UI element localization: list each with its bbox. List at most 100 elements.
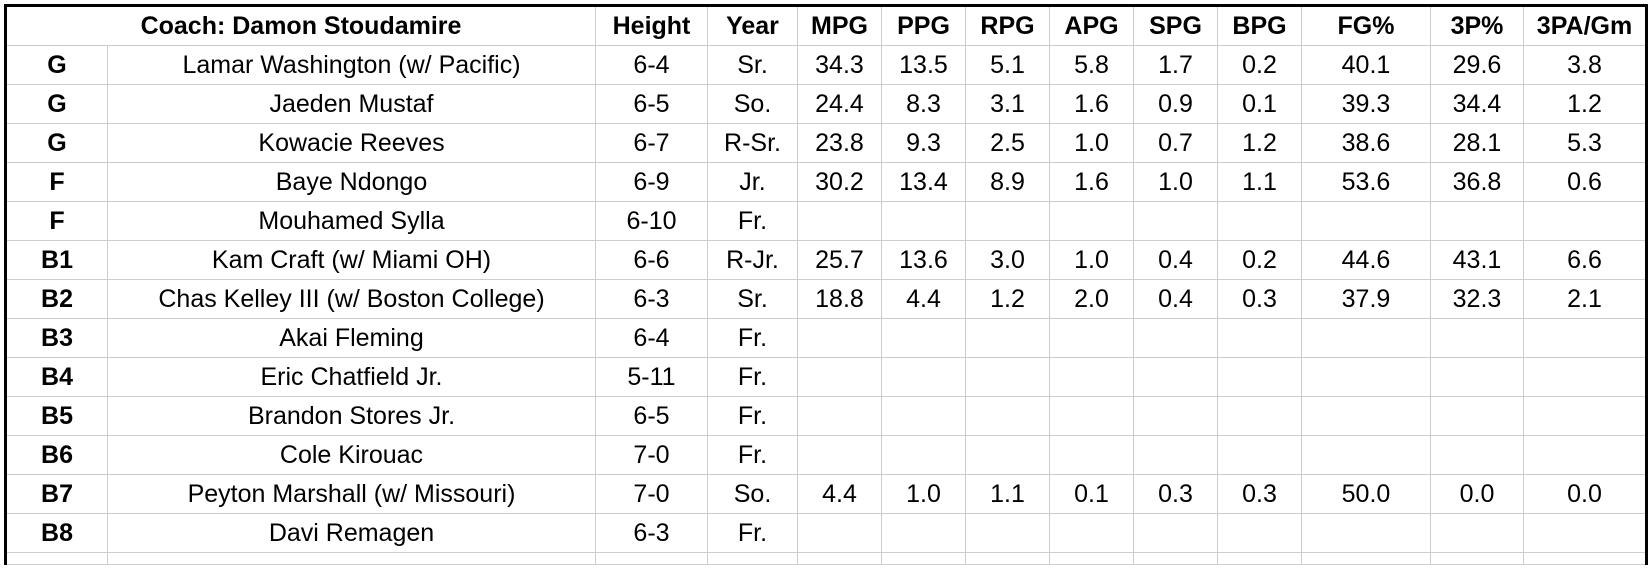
year-cell[interactable]: Sr. (707, 45, 798, 85)
year-cell[interactable]: Fr. (707, 318, 798, 358)
empty-cell[interactable] (1217, 552, 1302, 565)
player-name-cell[interactable]: Kam Craft (w/ Miami OH) (107, 240, 596, 280)
stat-cell-apg[interactable] (1049, 435, 1134, 475)
stat-cell-3p-[interactable] (1430, 513, 1524, 553)
stat-cell-3pa-gm[interactable]: 0.6 (1523, 162, 1647, 202)
stat-cell-bpg[interactable]: 0.2 (1217, 240, 1302, 280)
position-cell[interactable]: B1 (5, 240, 108, 280)
stat-cell-spg[interactable]: 1.7 (1133, 45, 1218, 85)
stat-cell-mpg[interactable] (797, 318, 882, 358)
stat-cell-3pa-gm[interactable] (1523, 435, 1647, 475)
empty-cell[interactable] (881, 552, 966, 565)
empty-cell[interactable] (797, 552, 882, 565)
player-name-cell[interactable]: Cole Kirouac (107, 435, 596, 475)
stat-cell-rpg[interactable]: 2.5 (965, 123, 1050, 163)
stat-cell-fg-[interactable] (1301, 435, 1431, 475)
stat-cell-ppg[interactable]: 4.4 (881, 279, 966, 319)
stat-cell-3pa-gm[interactable]: 6.6 (1523, 240, 1647, 280)
stat-cell-3p-[interactable]: 36.8 (1430, 162, 1524, 202)
column-header-3p-[interactable]: 3P% (1430, 5, 1524, 46)
stat-cell-bpg[interactable]: 1.2 (1217, 123, 1302, 163)
empty-cell[interactable] (1523, 552, 1647, 565)
stat-cell-spg[interactable] (1133, 396, 1218, 436)
stat-cell-spg[interactable] (1133, 201, 1218, 241)
stat-cell-apg[interactable] (1049, 396, 1134, 436)
stat-cell-3p-[interactable] (1430, 201, 1524, 241)
height-cell[interactable]: 6-4 (595, 45, 708, 85)
stat-cell-mpg[interactable] (797, 513, 882, 553)
stat-cell-3p-[interactable]: 29.6 (1430, 45, 1524, 85)
stat-cell-mpg[interactable] (797, 201, 882, 241)
year-cell[interactable]: So. (707, 84, 798, 124)
stat-cell-bpg[interactable] (1217, 201, 1302, 241)
player-name-cell[interactable]: Chas Kelley III (w/ Boston College) (107, 279, 596, 319)
stat-cell-bpg[interactable]: 0.1 (1217, 84, 1302, 124)
stat-cell-3pa-gm[interactable]: 5.3 (1523, 123, 1647, 163)
stat-cell-apg[interactable] (1049, 318, 1134, 358)
height-cell[interactable]: 6-5 (595, 84, 708, 124)
height-cell[interactable]: 6-10 (595, 201, 708, 241)
stat-cell-mpg[interactable]: 30.2 (797, 162, 882, 202)
height-cell[interactable]: 6-7 (595, 123, 708, 163)
stat-cell-fg-[interactable] (1301, 396, 1431, 436)
empty-cell[interactable] (707, 552, 798, 565)
stat-cell-mpg[interactable]: 23.8 (797, 123, 882, 163)
stat-cell-bpg[interactable] (1217, 435, 1302, 475)
stat-cell-3p-[interactable]: 32.3 (1430, 279, 1524, 319)
position-cell[interactable]: B6 (5, 435, 108, 475)
stat-cell-rpg[interactable] (965, 318, 1050, 358)
stat-cell-ppg[interactable]: 1.0 (881, 474, 966, 514)
stat-cell-3pa-gm[interactable]: 3.8 (1523, 45, 1647, 85)
height-cell[interactable]: 6-4 (595, 318, 708, 358)
stat-cell-3pa-gm[interactable] (1523, 513, 1647, 553)
stat-cell-fg-[interactable]: 53.6 (1301, 162, 1431, 202)
stat-cell-bpg[interactable] (1217, 396, 1302, 436)
stat-cell-3p-[interactable]: 43.1 (1430, 240, 1524, 280)
player-name-cell[interactable]: Jaeden Mustaf (107, 84, 596, 124)
stat-cell-3p-[interactable]: 34.4 (1430, 84, 1524, 124)
year-cell[interactable]: So. (707, 474, 798, 514)
stat-cell-ppg[interactable] (881, 396, 966, 436)
stat-cell-3p-[interactable]: 28.1 (1430, 123, 1524, 163)
column-header-rpg[interactable]: RPG (965, 5, 1050, 46)
stat-cell-fg-[interactable] (1301, 201, 1431, 241)
empty-cell[interactable] (1430, 552, 1524, 565)
column-header-3pa-gm[interactable]: 3PA/Gm (1523, 5, 1647, 46)
empty-cell[interactable] (1049, 552, 1134, 565)
empty-cell[interactable] (1301, 552, 1431, 565)
stat-cell-3pa-gm[interactable]: 0.0 (1523, 474, 1647, 514)
stat-cell-fg-[interactable]: 38.6 (1301, 123, 1431, 163)
year-cell[interactable]: Fr. (707, 513, 798, 553)
stat-cell-fg-[interactable] (1301, 357, 1431, 397)
stat-cell-ppg[interactable]: 13.6 (881, 240, 966, 280)
position-cell[interactable]: F (5, 201, 108, 241)
player-name-cell[interactable]: Brandon Stores Jr. (107, 396, 596, 436)
stat-cell-bpg[interactable]: 0.3 (1217, 474, 1302, 514)
stat-cell-fg-[interactable]: 50.0 (1301, 474, 1431, 514)
player-name-cell[interactable]: Lamar Washington (w/ Pacific) (107, 45, 596, 85)
column-header-apg[interactable]: APG (1049, 5, 1134, 46)
stat-cell-apg[interactable]: 0.1 (1049, 474, 1134, 514)
stat-cell-ppg[interactable]: 8.3 (881, 84, 966, 124)
stat-cell-ppg[interactable] (881, 318, 966, 358)
year-cell[interactable]: R-Jr. (707, 240, 798, 280)
stat-cell-apg[interactable] (1049, 357, 1134, 397)
stat-cell-spg[interactable]: 0.9 (1133, 84, 1218, 124)
stat-cell-spg[interactable]: 0.7 (1133, 123, 1218, 163)
stat-cell-spg[interactable]: 1.0 (1133, 162, 1218, 202)
stat-cell-ppg[interactable]: 13.4 (881, 162, 966, 202)
year-cell[interactable]: R-Sr. (707, 123, 798, 163)
stat-cell-mpg[interactable]: 18.8 (797, 279, 882, 319)
stat-cell-fg-[interactable] (1301, 318, 1431, 358)
stat-cell-rpg[interactable] (965, 357, 1050, 397)
column-header-bpg[interactable]: BPG (1217, 5, 1302, 46)
stat-cell-3pa-gm[interactable] (1523, 357, 1647, 397)
player-name-cell[interactable]: Kowacie Reeves (107, 123, 596, 163)
stat-cell-rpg[interactable]: 3.0 (965, 240, 1050, 280)
position-cell[interactable]: B4 (5, 357, 108, 397)
year-cell[interactable]: Fr. (707, 396, 798, 436)
column-header-ppg[interactable]: PPG (881, 5, 966, 46)
stat-cell-spg[interactable]: 0.4 (1133, 240, 1218, 280)
position-cell[interactable]: G (5, 84, 108, 124)
stat-cell-mpg[interactable]: 25.7 (797, 240, 882, 280)
